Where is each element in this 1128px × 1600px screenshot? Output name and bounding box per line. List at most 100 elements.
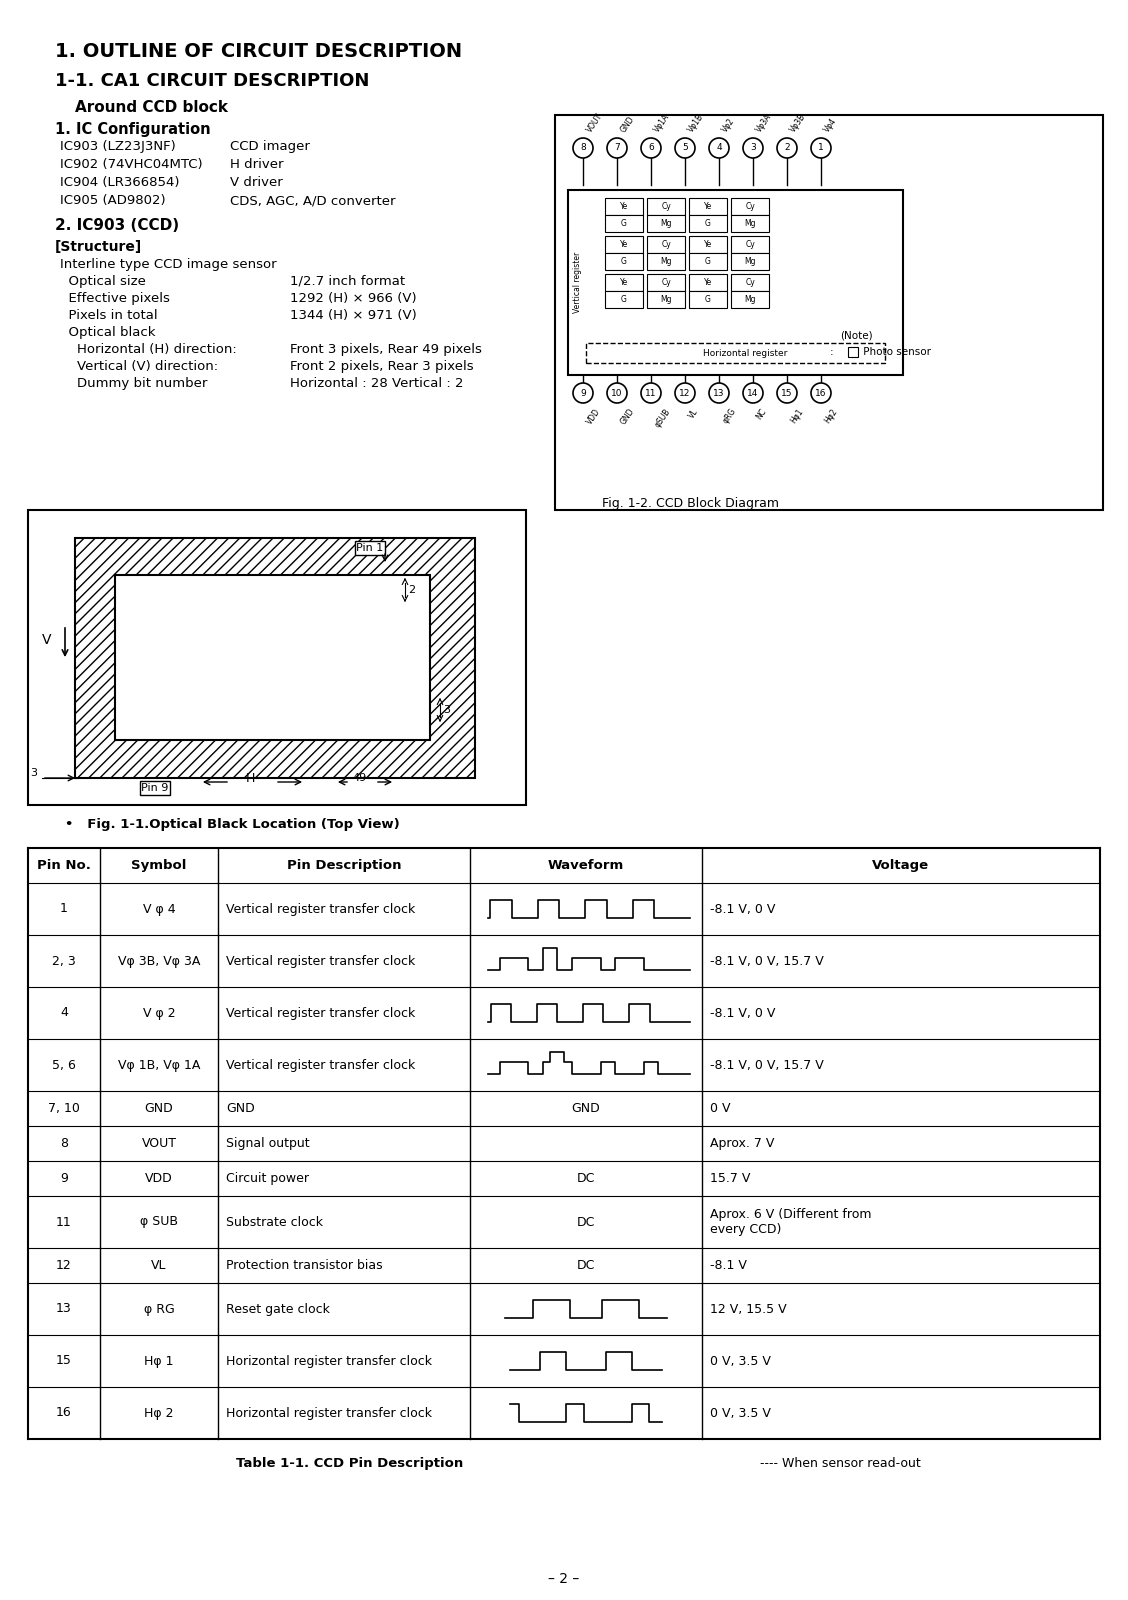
- Text: Hφ 1: Hφ 1: [144, 1355, 174, 1368]
- Text: ---- When sensor read-out: ---- When sensor read-out: [760, 1458, 920, 1470]
- Text: DC: DC: [576, 1259, 596, 1272]
- Text: Mg: Mg: [744, 294, 756, 304]
- Text: 5, 6: 5, 6: [52, 1059, 76, 1072]
- Text: Horizontal register transfer clock: Horizontal register transfer clock: [226, 1406, 432, 1419]
- Text: 1. OUTLINE OF CIRCUIT DESCRIPTION: 1. OUTLINE OF CIRCUIT DESCRIPTION: [55, 42, 462, 61]
- Text: Vertical register transfer clock: Vertical register transfer clock: [226, 1006, 415, 1019]
- Text: 2: 2: [784, 144, 790, 152]
- Circle shape: [777, 382, 797, 403]
- Text: •   Fig. 1-1.Optical Black Location (Top View): • Fig. 1-1.Optical Black Location (Top V…: [65, 818, 399, 830]
- Text: V driver: V driver: [230, 176, 283, 189]
- Text: 15: 15: [782, 389, 793, 397]
- Text: VOUT: VOUT: [585, 112, 605, 134]
- Bar: [605, 253, 643, 270]
- Text: DC: DC: [576, 1216, 596, 1229]
- Text: 1/2.7 inch format: 1/2.7 inch format: [290, 275, 405, 288]
- Bar: [115, 574, 430, 739]
- Text: G: G: [622, 258, 627, 266]
- Text: -8.1 V: -8.1 V: [710, 1259, 747, 1272]
- Text: 0 V, 3.5 V: 0 V, 3.5 V: [710, 1406, 770, 1419]
- Bar: [605, 291, 643, 307]
- Text: Ye: Ye: [704, 278, 712, 286]
- Text: -8.1 V, 0 V: -8.1 V, 0 V: [710, 1006, 775, 1019]
- Bar: [731, 291, 769, 307]
- Text: IC903 (LZ23J3NF): IC903 (LZ23J3NF): [60, 141, 176, 154]
- Text: 3: 3: [443, 706, 450, 715]
- Text: Mg: Mg: [660, 258, 672, 266]
- Text: 1344 (H) × 971 (V): 1344 (H) × 971 (V): [290, 309, 416, 322]
- Text: Pin 1: Pin 1: [356, 542, 384, 554]
- Text: Ye: Ye: [620, 240, 628, 250]
- Text: Dummy bit number: Dummy bit number: [60, 378, 208, 390]
- Text: 0 V: 0 V: [710, 1102, 731, 1115]
- Text: VDD: VDD: [146, 1171, 173, 1186]
- Text: – 2 –: – 2 –: [548, 1571, 580, 1586]
- Bar: [605, 214, 643, 232]
- Bar: [731, 214, 769, 232]
- Bar: [569, 190, 904, 374]
- Text: Waveform: Waveform: [548, 859, 624, 872]
- Text: Fig. 1-2. CCD Block Diagram: Fig. 1-2. CCD Block Diagram: [601, 498, 778, 510]
- Text: Ye: Ye: [620, 278, 628, 286]
- Text: φRG: φRG: [721, 406, 738, 426]
- Text: G: G: [622, 219, 627, 227]
- Text: 11: 11: [645, 389, 656, 397]
- Text: Cy: Cy: [746, 240, 755, 250]
- Text: Signal output: Signal output: [226, 1138, 309, 1150]
- Text: H driver: H driver: [230, 158, 283, 171]
- Text: Mg: Mg: [744, 219, 756, 227]
- Text: Mg: Mg: [744, 258, 756, 266]
- Circle shape: [811, 138, 831, 158]
- Text: Photo sensor: Photo sensor: [860, 347, 931, 357]
- Text: Vertical register transfer clock: Vertical register transfer clock: [226, 955, 415, 968]
- Circle shape: [573, 382, 593, 403]
- Text: 7: 7: [614, 144, 620, 152]
- Text: Horizontal register transfer clock: Horizontal register transfer clock: [226, 1355, 432, 1368]
- Text: 9: 9: [580, 389, 585, 397]
- Text: Cy: Cy: [661, 240, 671, 250]
- Text: Table 1-1. CCD Pin Description: Table 1-1. CCD Pin Description: [237, 1458, 464, 1470]
- Text: GND: GND: [572, 1102, 600, 1115]
- Text: Cy: Cy: [661, 278, 671, 286]
- Bar: [689, 274, 728, 291]
- Text: Effective pixels: Effective pixels: [60, 291, 170, 306]
- Text: 4: 4: [60, 1006, 68, 1019]
- Text: [Structure]: [Structure]: [55, 240, 142, 254]
- Text: 9: 9: [60, 1171, 68, 1186]
- Text: 2. IC903 (CCD): 2. IC903 (CCD): [55, 218, 179, 234]
- Bar: [647, 253, 685, 270]
- Bar: [647, 235, 685, 253]
- Bar: [605, 235, 643, 253]
- Text: 1: 1: [818, 144, 823, 152]
- Bar: [647, 198, 685, 214]
- Text: G: G: [705, 219, 711, 227]
- Circle shape: [607, 138, 627, 158]
- Text: Vertical (V) direction:: Vertical (V) direction:: [60, 360, 218, 373]
- Text: 7, 10: 7, 10: [49, 1102, 80, 1115]
- Text: 3: 3: [30, 768, 37, 778]
- Text: Vertical register: Vertical register: [573, 251, 582, 312]
- Text: 1-1. CA1 CIRCUIT DESCRIPTION: 1-1. CA1 CIRCUIT DESCRIPTION: [55, 72, 369, 90]
- Text: GND: GND: [144, 1102, 174, 1115]
- Text: Front 3 pixels, Rear 49 pixels: Front 3 pixels, Rear 49 pixels: [290, 342, 482, 357]
- Text: 1292 (H) × 966 (V): 1292 (H) × 966 (V): [290, 291, 416, 306]
- Text: 8: 8: [60, 1138, 68, 1150]
- Text: Optical size: Optical size: [60, 275, 146, 288]
- Circle shape: [777, 138, 797, 158]
- Text: 3: 3: [750, 144, 756, 152]
- Bar: [74, 538, 475, 778]
- Text: V φ 4: V φ 4: [142, 902, 175, 915]
- Circle shape: [675, 138, 695, 158]
- Text: Hφ1: Hφ1: [788, 406, 805, 426]
- Bar: [689, 253, 728, 270]
- Text: Pixels in total: Pixels in total: [60, 309, 158, 322]
- Bar: [587, 342, 885, 363]
- Circle shape: [675, 382, 695, 403]
- Text: IC904 (LR366854): IC904 (LR366854): [60, 176, 179, 189]
- Text: Around CCD block: Around CCD block: [74, 99, 228, 115]
- Bar: [731, 198, 769, 214]
- Text: 5: 5: [682, 144, 688, 152]
- Text: 13: 13: [713, 389, 725, 397]
- Text: Mg: Mg: [660, 219, 672, 227]
- Bar: [555, 115, 1103, 510]
